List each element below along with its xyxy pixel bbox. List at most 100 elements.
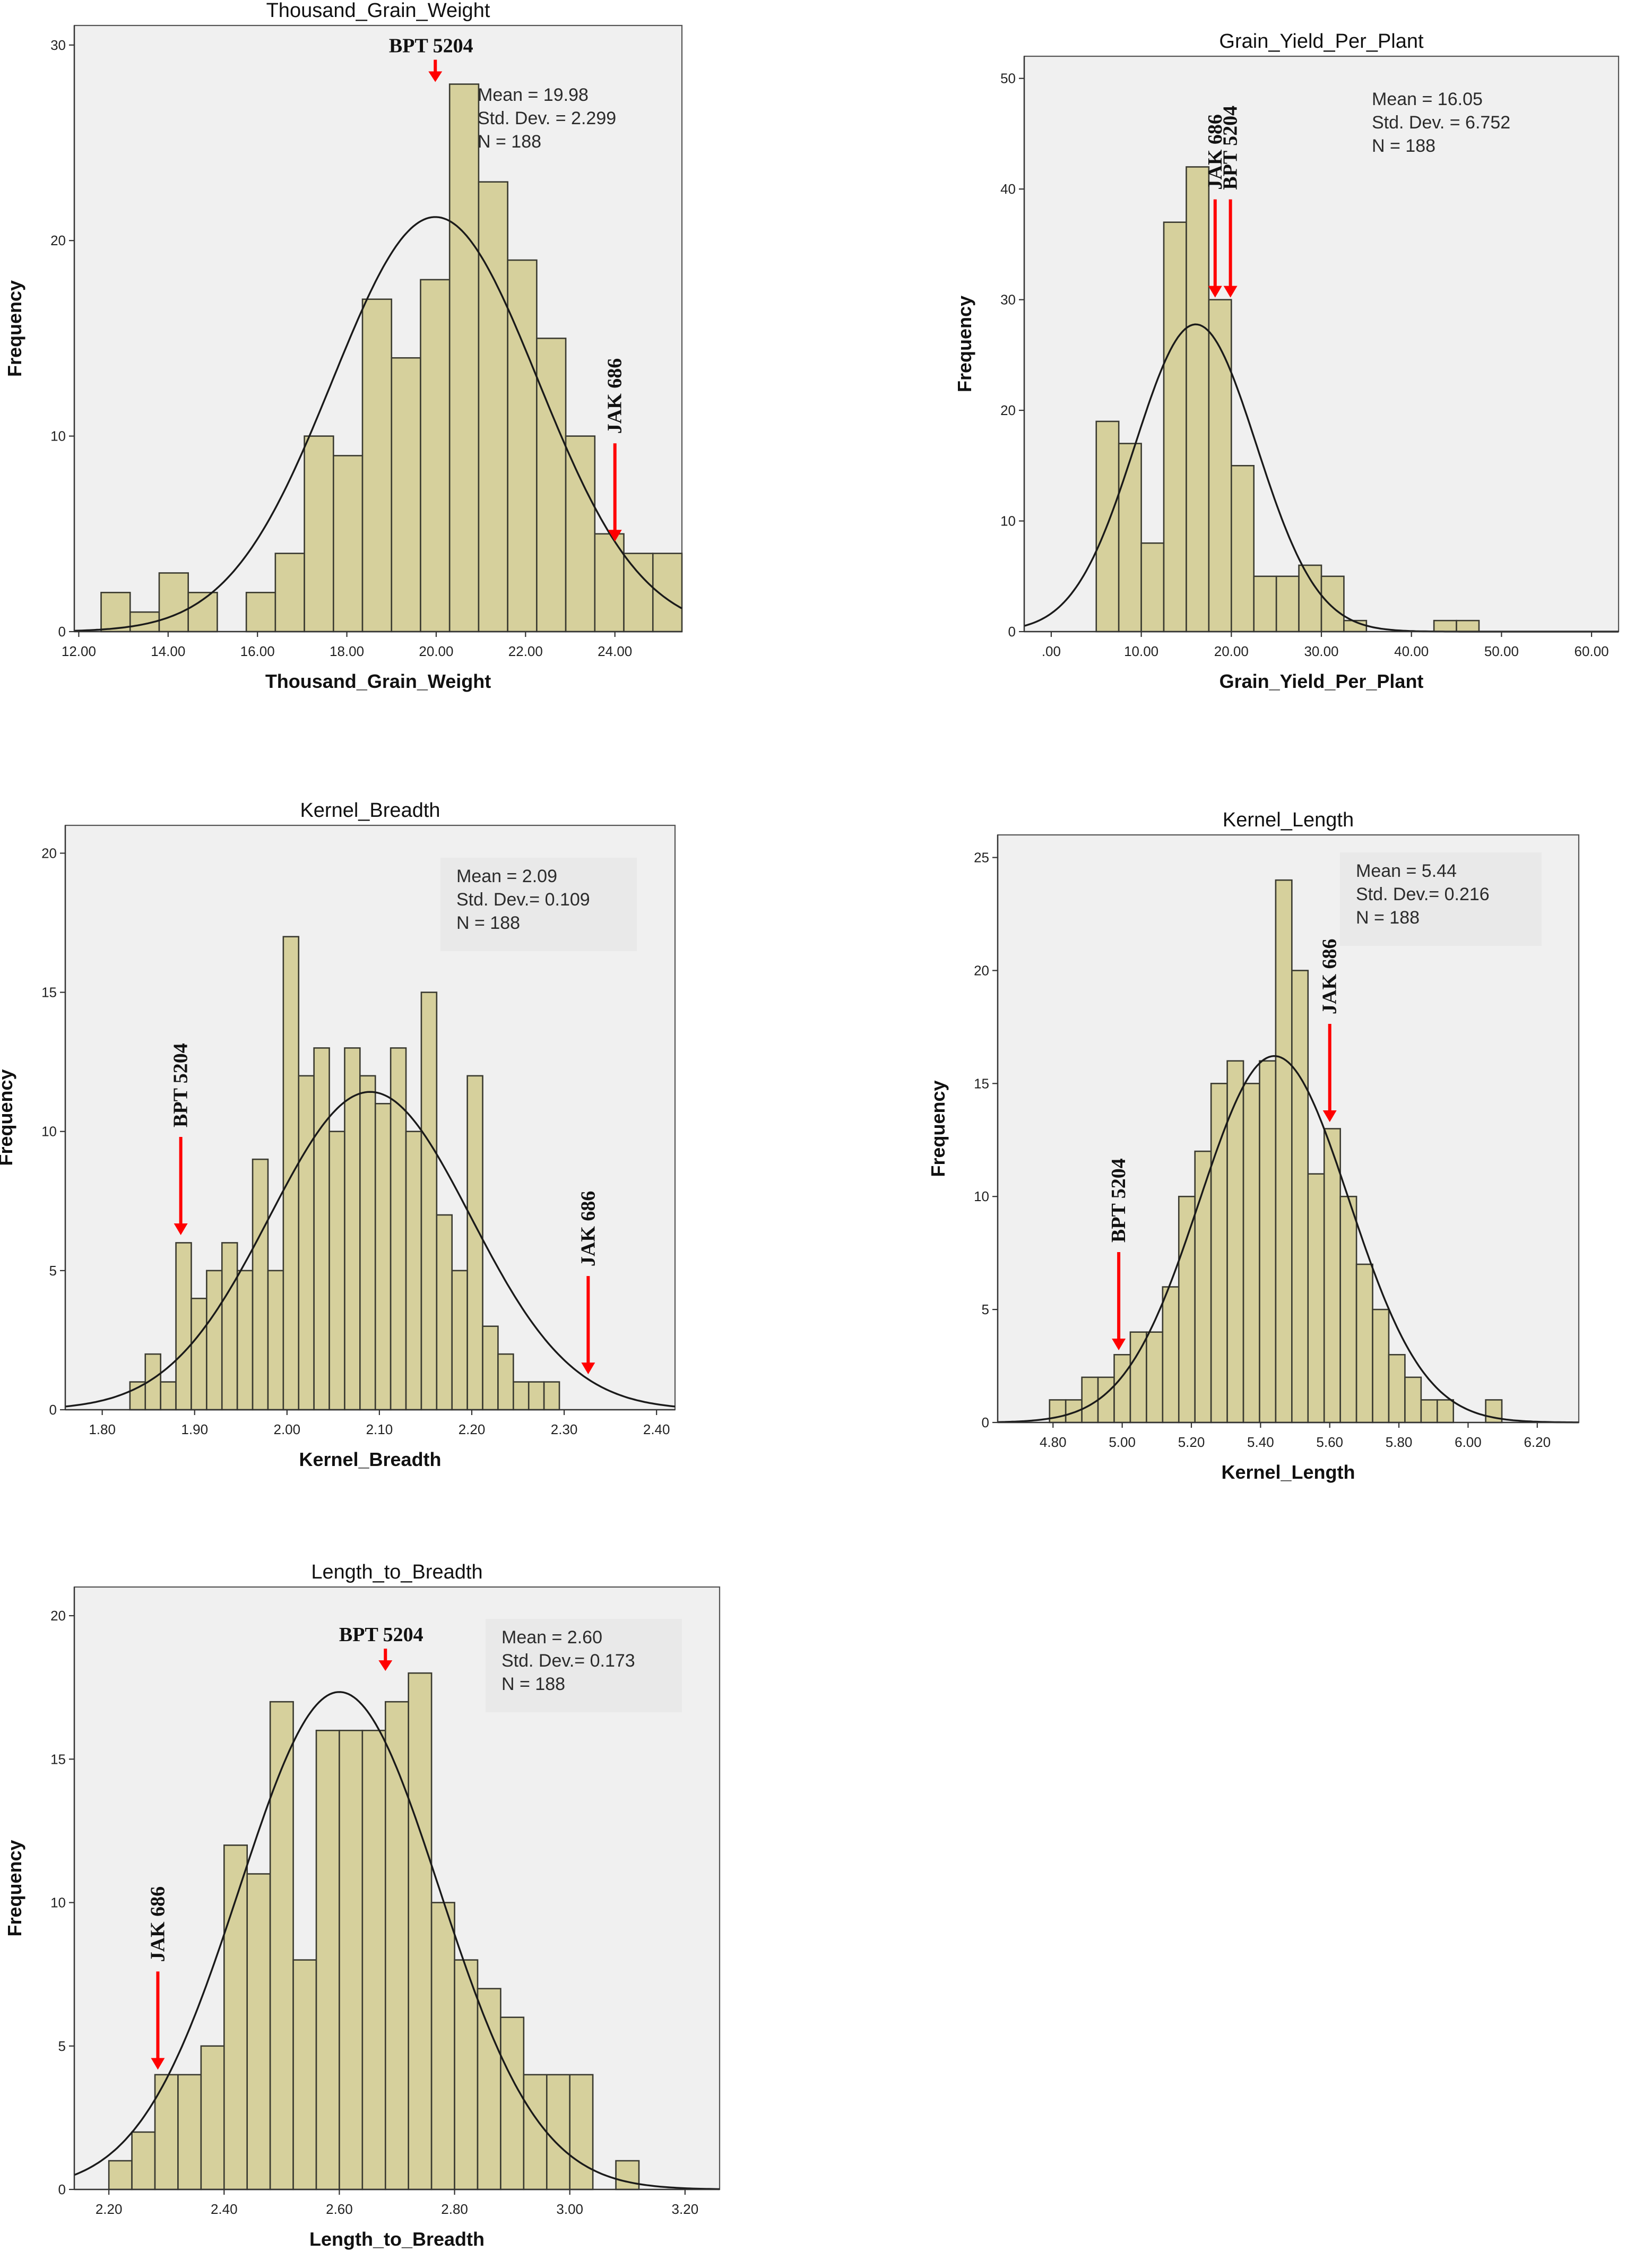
y-tick-label: 40 [1000,181,1016,197]
stats-std: Std. Dev.= 0.109 [456,890,590,910]
histogram-bar [1372,1308,1390,1424]
normal-curve [74,216,682,632]
normal-curve [997,1055,1579,1424]
histogram-bar [546,2074,571,2191]
chart-title: Grain_Yield_Per_Plant [1219,30,1424,53]
y-axis-label: Frequency [0,1069,16,1166]
histogram-bar [477,1988,501,2191]
marker-jak-686-label: JAK 686 [1204,114,1226,190]
histogram-bar [543,1381,560,1411]
y-tick-label: 25 [974,850,989,866]
marker-jak-686-arrowhead [581,1362,595,1375]
chart-title: Kernel_Length [1223,809,1354,831]
panel-kernel-breadth: Kernel_Breadth 1.80 1.90 2.00 2.10 2.20 2.30 2.… [0,799,676,1470]
x-tick-label: 18.00 [330,643,364,659]
y-tick-label: 5 [982,1301,989,1317]
histogram-bar [569,2074,594,2191]
histogram-bar [384,1701,410,2191]
histogram-bar [108,2160,133,2191]
histogram-bar [1291,970,1309,1424]
x-tick-label: 30.00 [1304,643,1338,659]
histogram-bar [1146,1331,1164,1424]
histogram-bar [252,1158,269,1411]
histogram-bar [1339,1195,1357,1424]
histogram-bar [187,592,218,633]
panel-length-to-breadth: Length_to_Breadth 2.20 2.40 2.60 2.80 3.00 3.2… [4,1561,721,2250]
histogram-bar [333,455,364,633]
histogram-bar [420,279,451,633]
histogram-bar [359,1075,376,1411]
x-tick-label: 60.00 [1575,643,1609,659]
histogram-bar [361,1729,386,2191]
histogram-bar [344,1047,361,1411]
marker-jak-686-arrowhead [1208,286,1222,298]
histogram-bar [615,2160,640,2191]
marker-jak-686-arrowhead [608,530,622,542]
x-tick-label: 2.20 [459,1421,486,1437]
y-tick-label: 30 [50,37,66,53]
histogram-bar [160,1381,177,1411]
y-tick-label: 0 [58,624,66,640]
histogram-bar [1097,1376,1115,1424]
x-axis-label: Kernel_Breadth [299,1448,441,1470]
stats-box [440,858,637,951]
x-tick-label: 5.80 [1386,1434,1413,1450]
histogram-bar [129,1381,146,1411]
marker-bpt-5204-label: BPT 5204 [1220,106,1242,190]
histogram-bar [500,2016,525,2191]
panel-kernel-length: Kernel_Length 4.80 5.00 5.20 5.40 5.60 5.80 6.0… [927,809,1580,1483]
x-tick-label: 20.00 [419,643,453,659]
x-tick-label: 40.00 [1394,643,1429,659]
stats-std: Std. Dev.= 0.173 [501,1651,635,1671]
y-tick-label: 20 [974,962,989,978]
histogram-bar [313,1047,330,1411]
x-tick-label: 2.00 [274,1421,301,1437]
histogram-bar [391,357,421,633]
histogram-bar [1178,1195,1196,1424]
histogram-bar [623,553,654,633]
x-tick-label: 2.20 [96,2201,123,2217]
histogram-bar [430,1902,455,2191]
histogram-bar [1163,221,1187,633]
x-tick-label: 22.00 [508,643,543,659]
y-tick-label: 0 [58,2181,66,2197]
x-tick-label: 20.00 [1214,643,1249,659]
x-axis-label: Grain_Yield_Per_Plant [1220,670,1424,692]
x-tick-label: 6.00 [1455,1434,1482,1450]
marker-bpt-5204-arrowhead [1112,1339,1126,1351]
histogram-bar [175,1242,192,1411]
stats-mean: Mean = 5.44 [1356,861,1457,881]
y-tick-label: 10 [41,1124,57,1140]
x-tick-label: .00 [1042,643,1061,659]
histogram-bar [1113,1353,1131,1424]
stats-n: N = 188 [1356,908,1420,928]
histogram-bar [1275,575,1300,633]
histogram-bar [466,1075,483,1411]
histogram-bar [513,1381,530,1411]
histogram-bar [1404,1376,1422,1424]
x-axis-label: Kernel_Length [1221,1461,1355,1483]
histogram-bar [454,1959,479,2191]
histogram-bar [158,572,189,633]
histogram-bar [339,1729,364,2191]
panel-grain-yield-per-plant: Grain_Yield_Per_Plant .00 10.00 20.00 30.00 4… [954,30,1620,692]
x-axis-label: Thousand_Grain_Weight [265,670,491,692]
histogram-bar [1129,1331,1147,1424]
stats-std: Std. Dev. = 2.299 [478,108,616,128]
histogram-bar [1049,1399,1067,1424]
y-tick-label: 0 [1008,624,1016,640]
marker-jak-686-arrowhead [151,2058,165,2070]
histogram-bar [1162,1286,1180,1424]
histogram-bar [267,1270,284,1411]
histogram-bar [1210,1083,1228,1424]
histogram-bar [200,2045,225,2191]
y-tick-label: 50 [1000,71,1016,87]
histogram-bar [536,338,567,633]
stats-std: Std. Dev.= 0.216 [1356,884,1490,904]
x-tick-label: 5.40 [1247,1434,1274,1450]
histogram-bar [420,991,438,1411]
histogram-bar [269,1701,294,2191]
stats-n: N = 188 [456,913,520,933]
stats-n: N = 188 [1372,136,1435,156]
histogram-bar [436,1214,453,1411]
